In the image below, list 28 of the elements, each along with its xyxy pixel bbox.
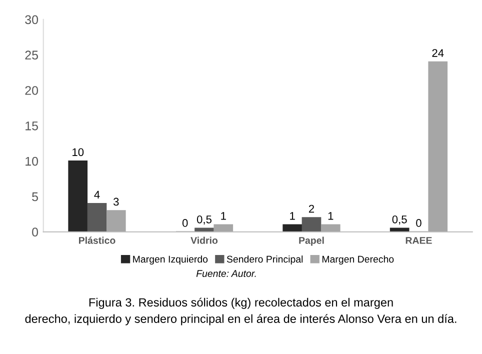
data-label: 1: [290, 212, 295, 220]
source-note: Fuente: Autor.: [196, 270, 256, 277]
text: Figura 3. Residuos sólidos (kg) recolectados en el margen derecho, izquierdo y sendero principal en el área de interés Alonso Vera en un día.: [25, 298, 456, 326]
x-tick-label: Papel: [299, 236, 324, 246]
data-label: 0: [182, 219, 188, 227]
y-tick-label: 10: [26, 156, 38, 166]
y-tick-label: 25: [25, 50, 38, 60]
data-label: 0: [416, 219, 422, 227]
data-label: 1: [221, 212, 226, 220]
x-tick-label: Plástico: [79, 236, 116, 244]
data-label: 1: [328, 212, 334, 220]
legend-label: Sendero Principal: [226, 255, 303, 265]
y-tick-label: 15: [26, 122, 38, 130]
data-label: 10: [72, 148, 84, 156]
data-label: 0,5: [196, 215, 212, 225]
y-tick-label: 30: [25, 15, 38, 24]
legend-label: Margen Derecho: [322, 255, 394, 265]
y-tick-label: 0: [32, 228, 38, 237]
y-tick-label: 5: [32, 192, 38, 202]
data-label: 0,5: [392, 215, 407, 225]
data-label: 3: [113, 198, 119, 206]
data-label: 4: [94, 190, 100, 198]
legend-label: Margen Izquierdo: [133, 255, 208, 265]
data-label: 24: [432, 49, 444, 57]
x-tick-label: RAEE: [406, 237, 432, 244]
x-tick-label: Vidrio: [190, 236, 218, 244]
y-tick-label: 20: [25, 86, 38, 95]
data-label: 2: [308, 204, 314, 213]
